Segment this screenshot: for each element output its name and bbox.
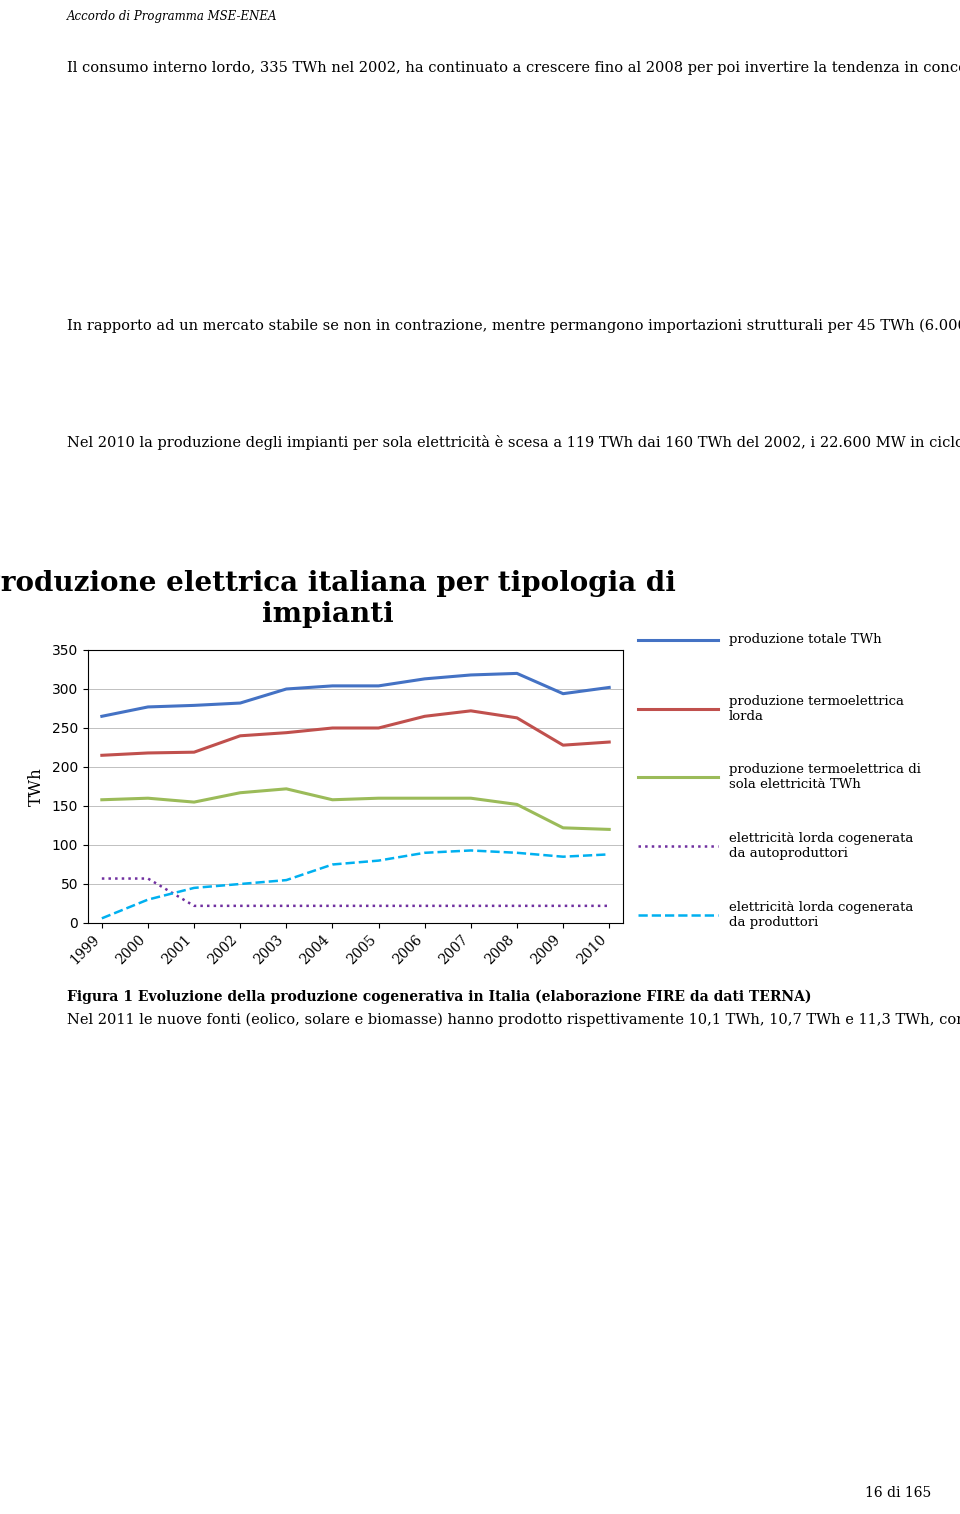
produzione totale TWh bbox=[280, 680, 292, 698]
produzione termoelettrica di
sola elettricità TWh bbox=[372, 789, 384, 807]
elettricità lorda cogenerata
da produttori bbox=[465, 842, 476, 860]
Text: elettricità lorda cogenerata
da produttori: elettricità lorda cogenerata da produtto… bbox=[729, 901, 913, 930]
produzione termoelettrica di
sola elettricità TWh bbox=[234, 784, 246, 802]
Text: 16 di 165: 16 di 165 bbox=[865, 1487, 931, 1500]
produzione termoelettrica di
sola elettricità TWh bbox=[604, 821, 615, 839]
Y-axis label: TWh: TWh bbox=[28, 768, 45, 805]
Text: produzione totale TWh: produzione totale TWh bbox=[729, 633, 881, 646]
produzione termoelettrica
lorda bbox=[511, 709, 522, 727]
elettricità lorda cogenerata
da autoproduttori bbox=[234, 896, 246, 914]
produzione termoelettrica di
sola elettricità TWh bbox=[142, 789, 154, 807]
elettricità lorda cogenerata
da produttori bbox=[234, 875, 246, 893]
produzione totale TWh bbox=[142, 698, 154, 716]
elettricità lorda cogenerata
da produttori bbox=[188, 878, 200, 896]
elettricità lorda cogenerata
da produttori bbox=[142, 890, 154, 908]
produzione termoelettrica di
sola elettricità TWh bbox=[280, 780, 292, 798]
Text: Il consumo interno lordo, 335 TWh nel 2002, ha continuato a crescere fino al 200: Il consumo interno lordo, 335 TWh nel 20… bbox=[67, 61, 960, 76]
produzione termoelettrica
lorda bbox=[604, 733, 615, 751]
produzione termoelettrica
lorda bbox=[419, 707, 430, 725]
elettricità lorda cogenerata
da autoproduttori bbox=[96, 869, 108, 887]
produzione termoelettrica
lorda bbox=[188, 743, 200, 762]
Line: elettricità lorda cogenerata
da autoproduttori: elettricità lorda cogenerata da autoprod… bbox=[102, 878, 610, 905]
Line: produzione termoelettrica di
sola elettricità TWh: produzione termoelettrica di sola elettr… bbox=[102, 789, 610, 830]
Text: Nel 2011 le nuove fonti (eolico, solare e biomasse) hanno prodotto rispettivamen: Nel 2011 le nuove fonti (eolico, solare … bbox=[67, 1011, 960, 1026]
elettricità lorda cogenerata
da autoproduttori bbox=[558, 896, 569, 914]
produzione termoelettrica di
sola elettricità TWh bbox=[558, 819, 569, 837]
produzione termoelettrica di
sola elettricità TWh bbox=[465, 789, 476, 807]
elettricità lorda cogenerata
da autoproduttori bbox=[511, 896, 522, 914]
produzione totale TWh bbox=[188, 696, 200, 715]
produzione totale TWh bbox=[465, 666, 476, 684]
elettricità lorda cogenerata
da produttori bbox=[96, 910, 108, 928]
produzione termoelettrica di
sola elettricità TWh bbox=[511, 795, 522, 813]
produzione totale TWh bbox=[326, 677, 338, 695]
elettricità lorda cogenerata
da autoproduttori bbox=[604, 896, 615, 914]
produzione termoelettrica
lorda bbox=[326, 719, 338, 737]
produzione termoelettrica
lorda bbox=[142, 743, 154, 762]
produzione totale TWh bbox=[96, 707, 108, 725]
produzione totale TWh bbox=[558, 684, 569, 702]
elettricità lorda cogenerata
da produttori bbox=[511, 843, 522, 861]
Text: elettricità lorda cogenerata
da autoproduttori: elettricità lorda cogenerata da autoprod… bbox=[729, 833, 913, 860]
elettricità lorda cogenerata
da autoproduttori bbox=[326, 896, 338, 914]
elettricità lorda cogenerata
da autoproduttori bbox=[465, 896, 476, 914]
produzione termoelettrica
lorda bbox=[96, 746, 108, 765]
produzione totale TWh bbox=[511, 665, 522, 683]
produzione termoelettrica
lorda bbox=[372, 719, 384, 737]
elettricità lorda cogenerata
da autoproduttori bbox=[419, 896, 430, 914]
elettricità lorda cogenerata
da produttori bbox=[372, 851, 384, 869]
elettricità lorda cogenerata
da autoproduttori bbox=[280, 896, 292, 914]
elettricità lorda cogenerata
da autoproduttori bbox=[142, 869, 154, 887]
elettricità lorda cogenerata
da produttori bbox=[419, 843, 430, 861]
elettricità lorda cogenerata
da autoproduttori bbox=[188, 896, 200, 914]
Text: produzione termoelettrica di
sola elettricità TWh: produzione termoelettrica di sola elettr… bbox=[729, 763, 921, 792]
produzione termoelettrica
lorda bbox=[280, 724, 292, 742]
Text: Figura 1 Evoluzione della produzione cogenerativa in Italia (elaborazione FIRE d: Figura 1 Evoluzione della produzione cog… bbox=[67, 990, 812, 1004]
elettricità lorda cogenerata
da produttori bbox=[280, 871, 292, 889]
produzione totale TWh bbox=[234, 693, 246, 712]
produzione termoelettrica di
sola elettricità TWh bbox=[419, 789, 430, 807]
elettricità lorda cogenerata
da autoproduttori bbox=[372, 896, 384, 914]
produzione totale TWh bbox=[372, 677, 384, 695]
elettricità lorda cogenerata
da produttori bbox=[326, 855, 338, 874]
produzione termoelettrica
lorda bbox=[465, 702, 476, 721]
Text: Accordo di Programma MSE-ENEA: Accordo di Programma MSE-ENEA bbox=[67, 11, 277, 23]
elettricità lorda cogenerata
da produttori bbox=[558, 848, 569, 866]
produzione termoelettrica di
sola elettricità TWh bbox=[326, 790, 338, 808]
Text: Produzione elettrica italiana per tipologia di
impianti: Produzione elettrica italiana per tipolo… bbox=[0, 569, 676, 628]
Text: Nel 2010 la produzione degli impianti per sola elettricità è scesa a 119 TWh dai: Nel 2010 la produzione degli impianti pe… bbox=[67, 435, 960, 450]
produzione termoelettrica
lorda bbox=[558, 736, 569, 754]
produzione termoelettrica di
sola elettricità TWh bbox=[96, 790, 108, 808]
produzione totale TWh bbox=[604, 678, 615, 696]
Text: produzione termoelettrica
lorda: produzione termoelettrica lorda bbox=[729, 695, 904, 722]
Line: elettricità lorda cogenerata
da produttori: elettricità lorda cogenerata da produtto… bbox=[102, 851, 610, 919]
elettricità lorda cogenerata
da produttori bbox=[604, 845, 615, 863]
Line: produzione termoelettrica
lorda: produzione termoelettrica lorda bbox=[102, 712, 610, 755]
Line: produzione totale TWh: produzione totale TWh bbox=[102, 674, 610, 716]
produzione termoelettrica di
sola elettricità TWh bbox=[188, 793, 200, 812]
produzione totale TWh bbox=[419, 669, 430, 687]
produzione termoelettrica
lorda bbox=[234, 727, 246, 745]
Text: In rapporto ad un mercato stabile se non in contrazione, mentre permangono impor: In rapporto ad un mercato stabile se non… bbox=[67, 318, 960, 333]
